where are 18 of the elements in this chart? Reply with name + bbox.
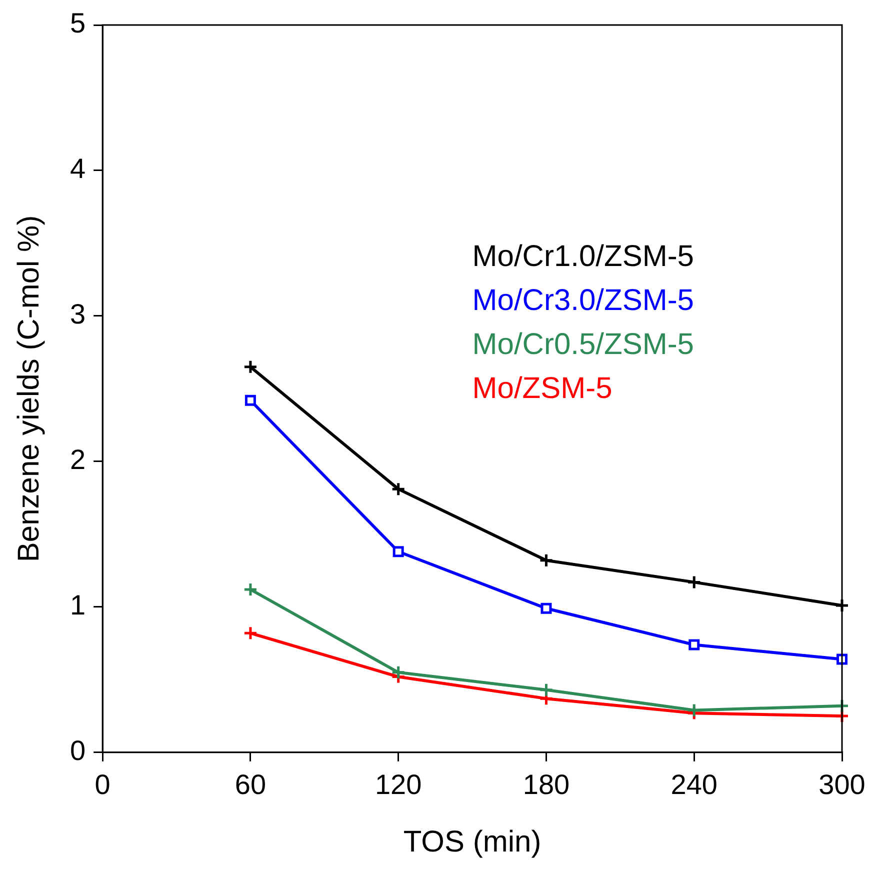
x-tick-label: 0 (94, 768, 110, 800)
text: Mo/Cr0.5/ZSM-5 (472, 328, 694, 362)
y-tick-label: 1 (70, 590, 86, 621)
x-axis-title: TOS (min) (403, 825, 542, 858)
y-tick-label: 5 (70, 8, 86, 39)
y-tick-label: 4 (70, 153, 86, 184)
x-tick-label: 180 (522, 768, 570, 800)
x-tick-label: 240 (670, 768, 718, 800)
y-tick-label: 0 (70, 735, 86, 766)
x-tick-label: 60 (234, 768, 266, 800)
y-tick-label: 3 (70, 298, 86, 330)
x-tick-label: 300 (818, 768, 866, 800)
text: Mo/Cr1.0/ZSM-5 (472, 240, 694, 274)
text: Mo/Cr3.0/ZSM-5 (472, 284, 694, 318)
y-axis-title: Benzene yields (C-mol %) (12, 215, 46, 562)
y-tick-label: 2 (70, 444, 86, 476)
text: Mo/ZSM-5 (472, 372, 612, 406)
x-tick-label: 120 (374, 768, 422, 800)
